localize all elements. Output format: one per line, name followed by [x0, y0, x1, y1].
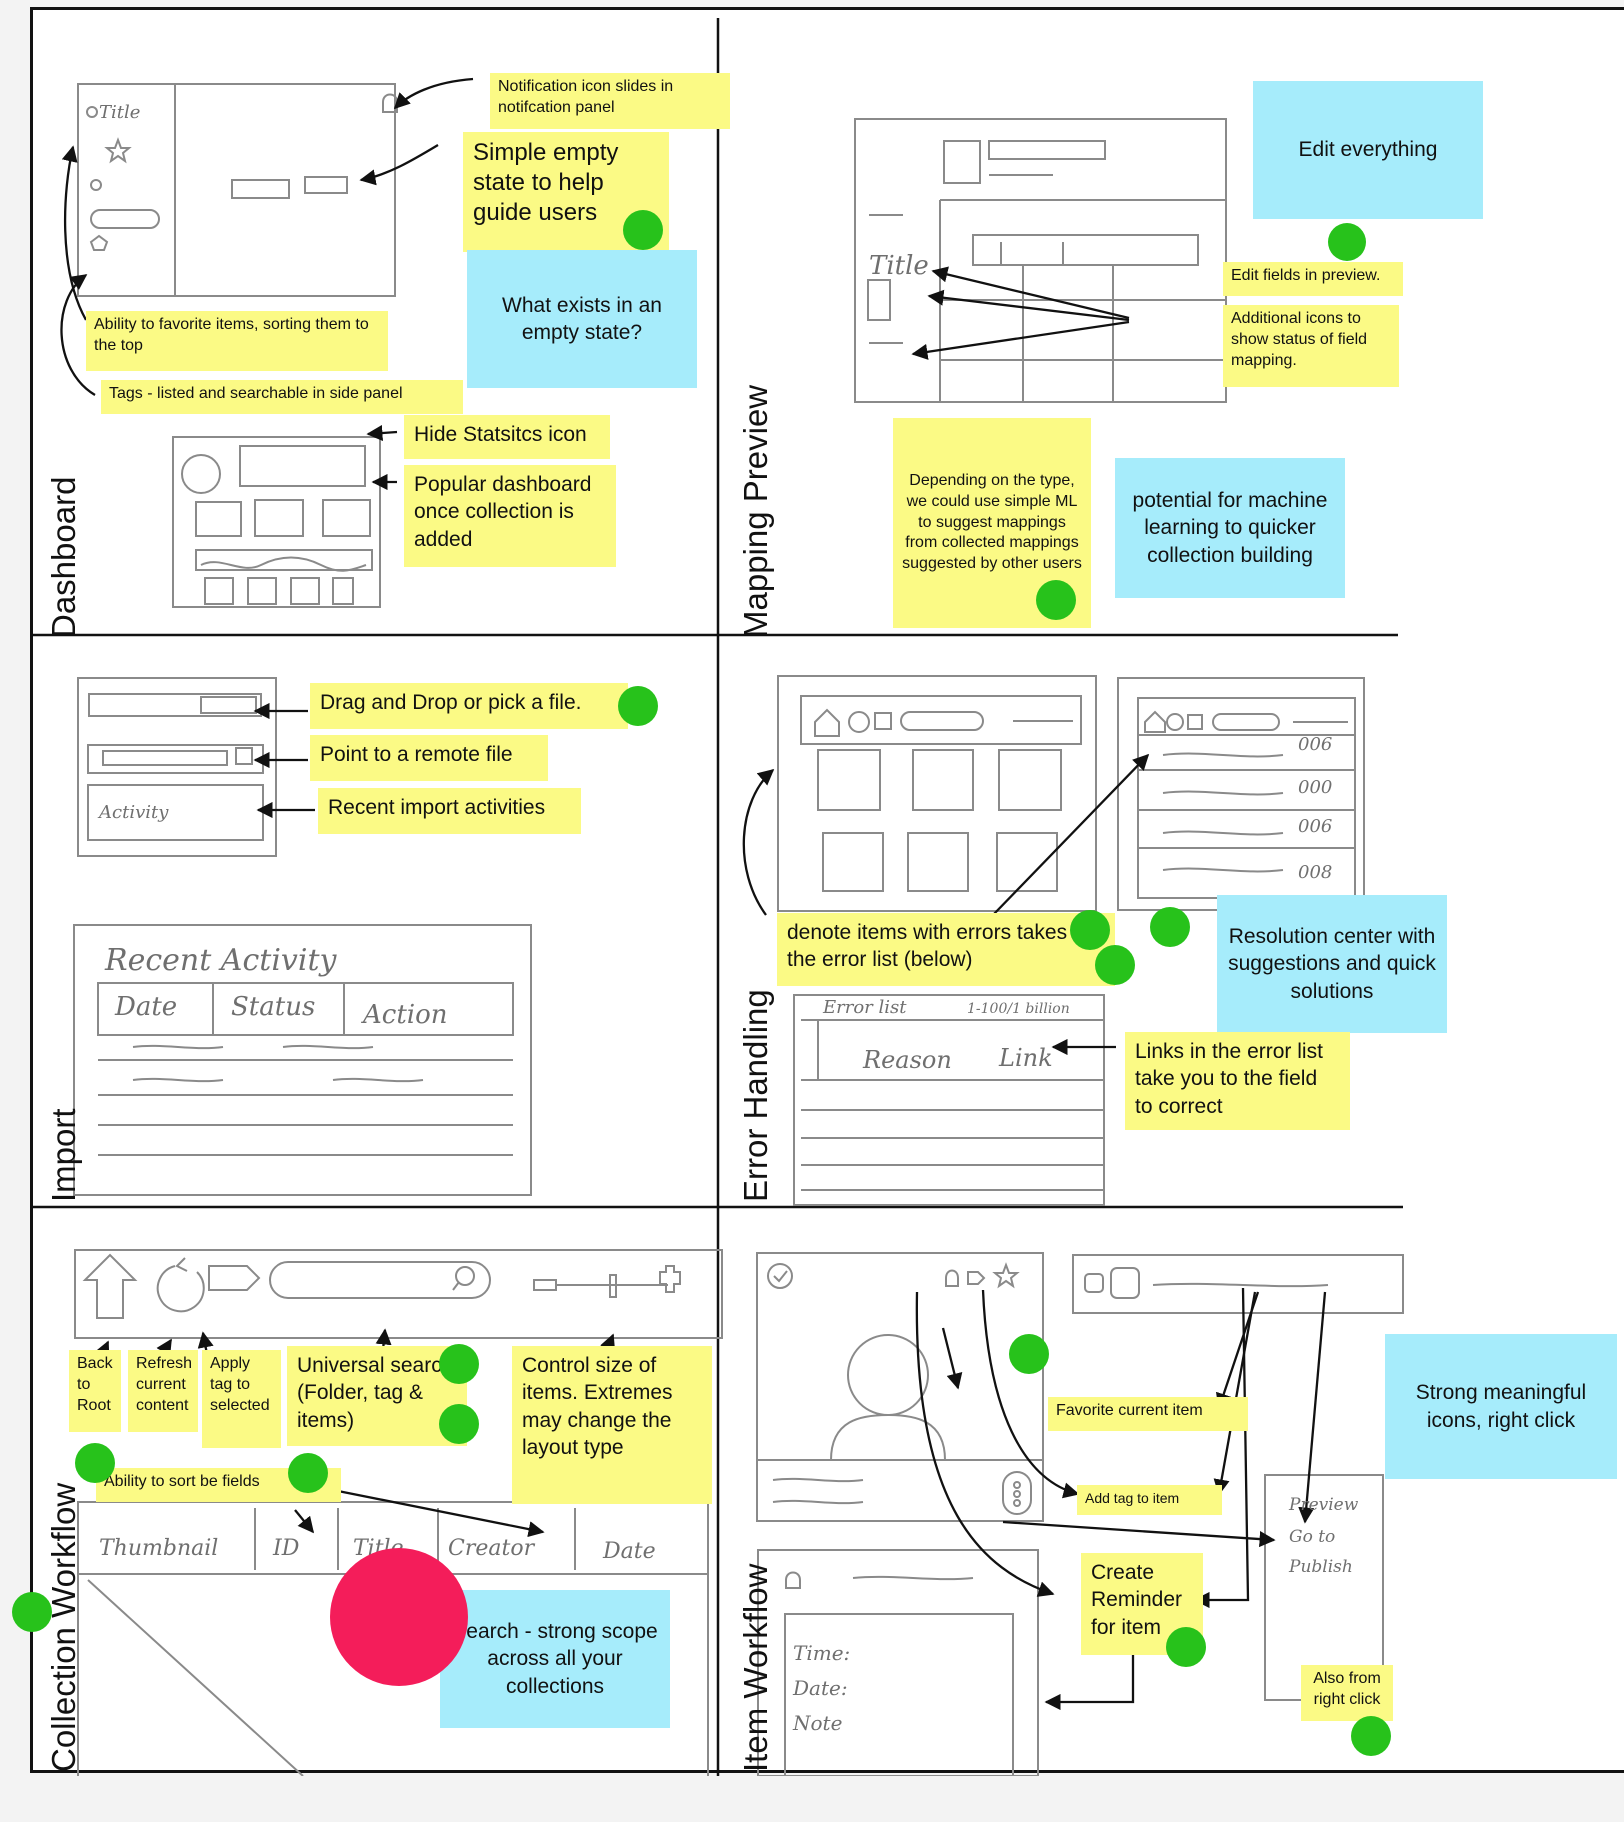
note-edit-fields: Edit fields in preview. — [1223, 262, 1403, 296]
pencil-sketches — [73, 83, 1404, 1776]
vote-dot — [75, 1443, 115, 1483]
sketch-thumbnail: Thumbnail — [99, 1536, 218, 1561]
sketch-date-column: Date — [602, 1539, 656, 1564]
section-label-mapping-preview: Mapping Preview — [737, 384, 774, 638]
vote-dot — [618, 686, 658, 726]
note-denote-errors: denote items with errors takes to the er… — [777, 913, 1115, 986]
sketch-activity: Activity — [97, 802, 169, 823]
sketch-status-col: Status — [231, 992, 315, 1022]
sketch-error-list: Error list — [822, 997, 907, 1018]
section-label-import: Import — [45, 1108, 82, 1202]
sketch-note: Note — [792, 1711, 842, 1735]
mapping-wireframe — [854, 118, 1227, 403]
item-detail-wireframe — [756, 1252, 1044, 1522]
error-table-wireframe — [793, 994, 1105, 1206]
vote-dot — [1070, 910, 1110, 950]
vote-dot — [1166, 1627, 1206, 1667]
sketch-publish: Publish — [1288, 1557, 1353, 1577]
note-what-exists: What exists in an empty state? — [467, 250, 697, 388]
sketch-go-to: Go to — [1289, 1527, 1335, 1547]
note-edit-everything: Edit everything — [1253, 81, 1483, 219]
vote-dot — [12, 1592, 52, 1632]
whiteboard: Title Title Recent Activity Date Status … — [12, 7, 1624, 1776]
vote-dot — [1009, 1334, 1049, 1374]
sketch-action-col: Action — [361, 1000, 448, 1030]
reminder-panel-wireframe — [757, 1549, 1039, 1776]
note-add-tag: Add tag to item — [1077, 1485, 1222, 1515]
vote-dot — [1328, 223, 1366, 261]
grid-lines — [33, 18, 1403, 1776]
vote-dot — [288, 1453, 328, 1493]
sketch-cell: 006 — [1298, 816, 1332, 837]
vote-dot — [623, 210, 663, 250]
import-wireframe — [77, 677, 277, 857]
note-ml-potential: potential for machine learning to quicke… — [1115, 458, 1345, 598]
note-refresh: Refresh current content — [128, 1350, 198, 1432]
note-drag-drop: Drag and Drop or pick a file. — [310, 683, 628, 729]
section-label-error-handling: Error Handling — [737, 989, 774, 1202]
section-label-collection-workflow: Collection Workflow — [45, 1482, 82, 1772]
sketch-reason: Reason — [862, 1046, 952, 1074]
note-remote-file: Point to a remote file — [310, 735, 548, 781]
vote-dot-red — [330, 1548, 468, 1686]
sketch-cell: 006 — [1298, 734, 1332, 755]
note-hide-stats: Hide Statsitcs icon — [404, 415, 610, 459]
note-popular-dashboard: Popular dashboard once collection is add… — [404, 465, 616, 567]
sketch-date-field: Date: — [792, 1676, 848, 1700]
sketch-link: Link — [998, 1044, 1053, 1072]
vote-dot — [1095, 945, 1135, 985]
sketch-recent-activity: Recent Activity — [104, 943, 338, 978]
toolbar-wireframe — [74, 1249, 723, 1339]
vote-dot — [439, 1344, 479, 1384]
vote-dot — [439, 1404, 479, 1444]
note-favorite-current: Favorite current item — [1048, 1397, 1248, 1431]
sketch-date-col: Date — [114, 992, 177, 1022]
item-topbar-wireframe — [1072, 1254, 1404, 1314]
sketch-text: Title Title Recent Activity Date Status … — [97, 102, 1359, 1735]
popular-dashboard-wireframe — [172, 436, 381, 608]
section-label-dashboard: Dashboard — [45, 476, 82, 638]
note-create-reminder: Create Reminder for item — [1081, 1553, 1203, 1655]
note-control-size: Control size of items. Extremes may chan… — [512, 1346, 712, 1504]
sketch-error-range: 1-100/1 billion — [967, 1001, 1070, 1017]
sketch-creator: Creator — [448, 1536, 536, 1561]
note-resolution-center: Resolution center with suggestions and q… — [1217, 895, 1447, 1033]
sketch-cell: 008 — [1298, 862, 1332, 883]
note-favorite-items: Ability to favorite items, sorting them … — [86, 311, 388, 371]
vote-dot — [1036, 580, 1076, 620]
sketch-cell: 000 — [1298, 777, 1332, 798]
note-right-click: Also from right click — [1301, 1665, 1393, 1721]
vote-dot — [1150, 907, 1190, 947]
note-back-root: Back to Root — [69, 1350, 121, 1432]
note-recent-import: Recent import activities — [318, 788, 581, 834]
note-tags: Tags - listed and searchable in side pan… — [101, 380, 463, 414]
vote-dot — [1351, 1716, 1391, 1756]
section-label-item-workflow: Item Workflow — [737, 1563, 774, 1772]
sketch-title-field: Title — [869, 251, 929, 281]
note-notification: Notification icon slides in notifcation … — [490, 73, 730, 129]
sketch-title: Title — [99, 102, 140, 123]
error-grid-wireframe — [777, 675, 1097, 912]
sketch-preview: Preview — [1288, 1495, 1359, 1515]
note-universal-search: Universal search (Folder, tag & items) — [287, 1346, 467, 1446]
dashboard-wireframe — [77, 83, 396, 297]
sketch-time: Time: — [793, 1641, 850, 1665]
note-strong-icons: Strong meaningful icons, right click — [1385, 1334, 1617, 1479]
recent-activity-wireframe — [73, 924, 532, 1196]
note-additional-icons: Additional icons to show status of field… — [1223, 305, 1399, 387]
note-apply-tag: Apply tag to selected — [202, 1350, 281, 1448]
sketch-id: ID — [272, 1536, 300, 1561]
note-error-links: Links in the error list take you to the … — [1125, 1032, 1350, 1130]
note-search-scope: Search - strong scope across all your co… — [440, 1590, 670, 1728]
